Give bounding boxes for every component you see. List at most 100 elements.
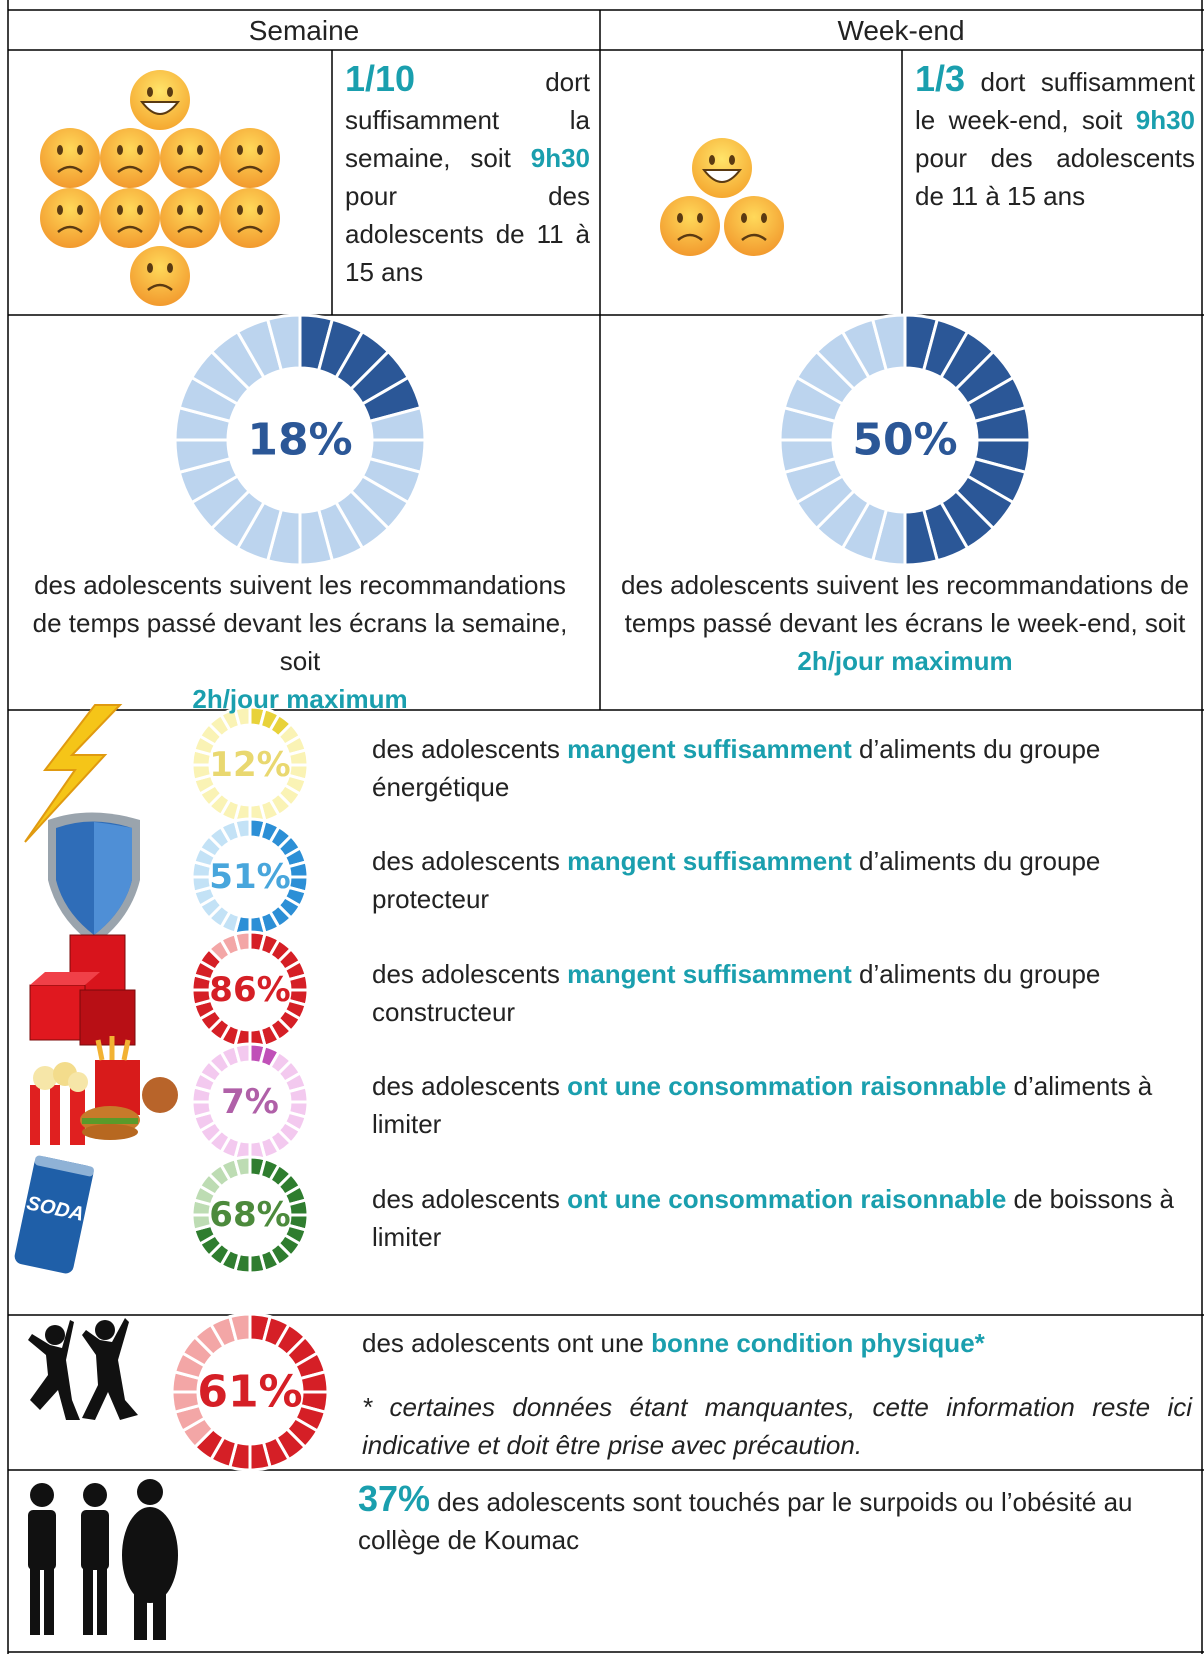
sleep-text: 1/3 dort suffisamment le week-end, soit …: [915, 60, 1195, 215]
ring: [170, 1312, 330, 1472]
emoji-mouth: [701, 169, 743, 183]
emoji-mouth: [741, 233, 767, 241]
emoji-face: [40, 188, 100, 248]
sad-emoji: [220, 188, 280, 248]
ring: [190, 1042, 310, 1162]
food-text1: des adolescents: [372, 846, 560, 876]
weight-label: 37%: [358, 1478, 431, 1519]
emoji-eye: [117, 205, 123, 215]
emoji-mouth: [57, 165, 83, 173]
emoji-eye: [167, 87, 173, 97]
soda-icon: SODA: [14, 1155, 94, 1274]
sad-emoji: [160, 188, 220, 248]
emoji-face: [130, 70, 190, 130]
sleep-text-2: pour des adolescents de 11 à 15 ans: [345, 181, 590, 287]
food-text2: d’aliments du groupe énergétique: [372, 734, 1101, 802]
emoji-eye: [177, 145, 183, 155]
emoji-face: [40, 128, 100, 188]
sad-emoji: [130, 246, 190, 306]
ring-segment: [233, 1042, 252, 1066]
sad-emoji: [40, 128, 100, 188]
food-highlight: mangent suffisamment: [567, 734, 852, 764]
food-text: des adolescents ont une consommation rai…: [372, 1067, 1192, 1143]
emoji-eye: [237, 145, 243, 155]
cubes-icon: [29, 934, 136, 1046]
sad-emoji: [100, 128, 160, 188]
emoji-mouth: [139, 101, 181, 115]
emoji-eye: [147, 263, 153, 273]
ring-segment: [233, 930, 252, 954]
emoji-eye: [197, 145, 203, 155]
ring-segment: [265, 313, 302, 373]
emoji-eye: [257, 205, 263, 215]
food-text: des adolescents mangent suffisamment d’a…: [372, 730, 1192, 806]
sad-emoji: [660, 196, 720, 256]
emoji-mouth: [117, 225, 143, 233]
food-text: des adolescents mangent suffisamment d’a…: [372, 955, 1192, 1031]
screens-text: des adolescents suivent les recommandati…: [620, 566, 1190, 680]
emoji-face: [220, 188, 280, 248]
sad-emoji: [160, 128, 220, 188]
emoji-mouth: [237, 225, 263, 233]
header-semaine: Semaine: [248, 15, 360, 46]
ring-label: 50%: [852, 415, 957, 466]
emoji-eye: [77, 205, 83, 215]
people-icon: [28, 1479, 178, 1640]
emoji-eye: [729, 155, 735, 165]
table-borders: [7, 0, 1204, 1654]
screens-highlight: 2h/jour maximum: [797, 646, 1013, 676]
weight-body: des adolescents sont touchés par le surp…: [358, 1487, 1133, 1555]
food-highlight: mangent suffisamment: [567, 846, 852, 876]
ring: [173, 313, 427, 567]
weight-text: 37% des adolescents sont touchés par le …: [358, 1480, 1138, 1559]
emoji-face: [220, 128, 280, 188]
food-text2: d’aliments du groupe constructeur: [372, 959, 1101, 1027]
emoji-face: [692, 138, 752, 198]
sleep-text-2: pour des adolescents de 11 à 15 ans: [915, 143, 1195, 211]
food-text2: d’aliments du groupe protecteur: [372, 846, 1101, 914]
food-text: des adolescents ont une consommation rai…: [372, 1180, 1192, 1256]
ring-segment: [233, 705, 252, 729]
emoji-eye: [257, 145, 263, 155]
ring-segment: [227, 1312, 252, 1344]
emoji-eye: [167, 263, 173, 273]
emoji-eye: [761, 213, 767, 223]
sleep-fraction: 1/10: [345, 58, 416, 99]
emoji-eye: [237, 205, 243, 215]
ring-label: 12%: [209, 745, 290, 785]
food-text1: des adolescents: [372, 1071, 560, 1101]
ring: [190, 1155, 310, 1275]
food-highlight: mangent suffisamment: [567, 959, 852, 989]
fitness-note: * certaines données étant manquantes, ce…: [362, 1392, 1192, 1460]
emoji-face: [160, 128, 220, 188]
emoji-eye: [117, 145, 123, 155]
emoji-eye: [57, 205, 63, 215]
happy-emoji: [130, 70, 190, 130]
screens-text-body: des adolescents suivent les recommandati…: [32, 570, 568, 676]
header-weekend: Week-end: [837, 15, 965, 46]
emoji-eye: [57, 145, 63, 155]
emoji-eye: [177, 205, 183, 215]
emoji-eye: [197, 205, 203, 215]
sleep-text-1: dort suffisamment le week-end, soit: [915, 67, 1195, 135]
fitness-text: des adolescents ont une bonne condition …: [362, 1324, 1192, 1362]
sad-emoji: [100, 188, 160, 248]
emoji-eye: [697, 213, 703, 223]
food-highlight: ont une consommation raisonnable: [567, 1071, 1007, 1101]
fitness-text-1: des adolescents ont une: [362, 1328, 644, 1358]
ring-label: 61%: [197, 1367, 302, 1418]
emoji-mouth: [177, 165, 203, 173]
food-text2: de boissons à limiter: [372, 1184, 1174, 1252]
emoji-eye: [677, 213, 683, 223]
emoji-mouth: [177, 225, 203, 233]
fast-food-icon: [30, 1036, 178, 1145]
fitness-highlight: bonne condition physique*: [651, 1328, 985, 1358]
happy-emoji: [692, 138, 752, 198]
sleep-text: 1/10 dort suffisamment la semaine, soit …: [345, 60, 590, 291]
food-highlight: ont une consommation raisonnable: [567, 1184, 1007, 1214]
ring-label: 68%: [209, 1195, 290, 1235]
food-text1: des adolescents: [372, 1184, 560, 1214]
emoji-face: [724, 196, 784, 256]
